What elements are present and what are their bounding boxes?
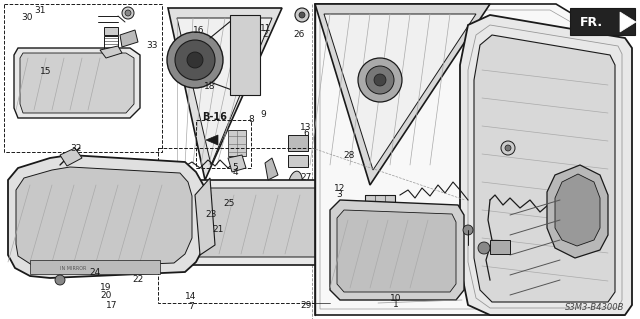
Text: 29: 29 bbox=[300, 301, 312, 310]
Text: 28: 28 bbox=[343, 151, 355, 160]
Polygon shape bbox=[14, 48, 140, 118]
Polygon shape bbox=[330, 200, 464, 300]
Circle shape bbox=[463, 225, 473, 235]
Text: 17: 17 bbox=[106, 301, 118, 310]
Circle shape bbox=[55, 275, 65, 285]
Text: 32: 32 bbox=[70, 144, 81, 153]
Text: 9: 9 bbox=[261, 110, 266, 119]
Circle shape bbox=[187, 52, 203, 68]
Text: 7: 7 bbox=[188, 302, 193, 311]
Polygon shape bbox=[173, 180, 355, 265]
Ellipse shape bbox=[288, 171, 302, 199]
Text: 27: 27 bbox=[300, 173, 312, 182]
Polygon shape bbox=[315, 4, 490, 185]
Polygon shape bbox=[315, 4, 624, 315]
Circle shape bbox=[501, 156, 519, 174]
Polygon shape bbox=[570, 8, 635, 35]
Text: IN MIRROR: IN MIRROR bbox=[60, 265, 86, 271]
Text: 20: 20 bbox=[100, 291, 111, 300]
Text: 16: 16 bbox=[193, 26, 204, 35]
Text: 12: 12 bbox=[333, 184, 345, 193]
Circle shape bbox=[295, 8, 309, 22]
Text: 18: 18 bbox=[204, 82, 216, 91]
Text: 13: 13 bbox=[300, 123, 312, 132]
Polygon shape bbox=[474, 35, 615, 302]
Polygon shape bbox=[20, 53, 134, 113]
Circle shape bbox=[175, 40, 215, 80]
Text: 3: 3 bbox=[337, 190, 342, 199]
Text: 6: 6 bbox=[303, 129, 308, 138]
Circle shape bbox=[358, 58, 402, 102]
Text: 10: 10 bbox=[390, 294, 401, 303]
Bar bbox=[158, 148, 378, 303]
Polygon shape bbox=[16, 167, 192, 268]
Text: 22: 22 bbox=[132, 275, 143, 284]
Text: 4: 4 bbox=[233, 168, 238, 177]
Ellipse shape bbox=[322, 261, 338, 283]
Polygon shape bbox=[100, 46, 122, 58]
Text: 21: 21 bbox=[212, 225, 223, 234]
Text: 1: 1 bbox=[393, 300, 398, 309]
Polygon shape bbox=[620, 12, 636, 32]
Text: 23: 23 bbox=[205, 210, 217, 219]
Circle shape bbox=[374, 74, 386, 86]
Circle shape bbox=[299, 12, 305, 18]
Text: 26: 26 bbox=[294, 30, 305, 39]
Polygon shape bbox=[228, 155, 246, 172]
Bar bbox=[196, 120, 251, 168]
Text: 11: 11 bbox=[260, 24, 271, 33]
Polygon shape bbox=[177, 18, 272, 165]
Text: 31: 31 bbox=[34, 6, 45, 15]
Polygon shape bbox=[265, 158, 278, 180]
Bar bbox=[365, 195, 395, 217]
Text: 2: 2 bbox=[263, 30, 268, 39]
Circle shape bbox=[122, 7, 134, 19]
Circle shape bbox=[125, 10, 131, 16]
Bar bbox=[30, 260, 160, 274]
Bar bbox=[288, 155, 308, 167]
Text: 15: 15 bbox=[40, 67, 52, 76]
Polygon shape bbox=[555, 174, 600, 246]
Text: 25: 25 bbox=[223, 199, 235, 208]
Polygon shape bbox=[547, 165, 608, 258]
Polygon shape bbox=[230, 15, 260, 95]
Polygon shape bbox=[324, 14, 476, 170]
Circle shape bbox=[478, 242, 490, 254]
Circle shape bbox=[167, 32, 223, 88]
Text: 30: 30 bbox=[21, 13, 33, 22]
Polygon shape bbox=[460, 15, 632, 315]
Text: 19: 19 bbox=[100, 283, 111, 292]
Text: FR.: FR. bbox=[580, 16, 603, 28]
Polygon shape bbox=[8, 155, 205, 278]
Text: 33: 33 bbox=[147, 41, 158, 50]
Text: 8: 8 bbox=[248, 115, 253, 124]
Bar bbox=[228, 130, 246, 156]
Text: 5: 5 bbox=[233, 163, 238, 172]
Bar bbox=[104, 36, 118, 49]
Polygon shape bbox=[120, 30, 138, 47]
Bar bbox=[104, 27, 118, 35]
Text: B-16: B-16 bbox=[202, 112, 227, 122]
Text: S3M3-B4300B: S3M3-B4300B bbox=[565, 303, 625, 313]
Polygon shape bbox=[168, 8, 282, 180]
Circle shape bbox=[505, 145, 511, 151]
Polygon shape bbox=[195, 178, 215, 255]
Polygon shape bbox=[206, 135, 218, 145]
Bar bbox=[365, 222, 395, 238]
Circle shape bbox=[505, 160, 515, 170]
Text: 14: 14 bbox=[185, 292, 196, 301]
Bar bbox=[288, 135, 308, 151]
Circle shape bbox=[501, 141, 515, 155]
Bar bbox=[490, 240, 510, 254]
Circle shape bbox=[366, 66, 394, 94]
Polygon shape bbox=[337, 210, 456, 292]
Polygon shape bbox=[60, 148, 82, 166]
Text: 24: 24 bbox=[89, 268, 100, 277]
Bar bbox=[4, 4, 162, 152]
Polygon shape bbox=[180, 188, 346, 257]
